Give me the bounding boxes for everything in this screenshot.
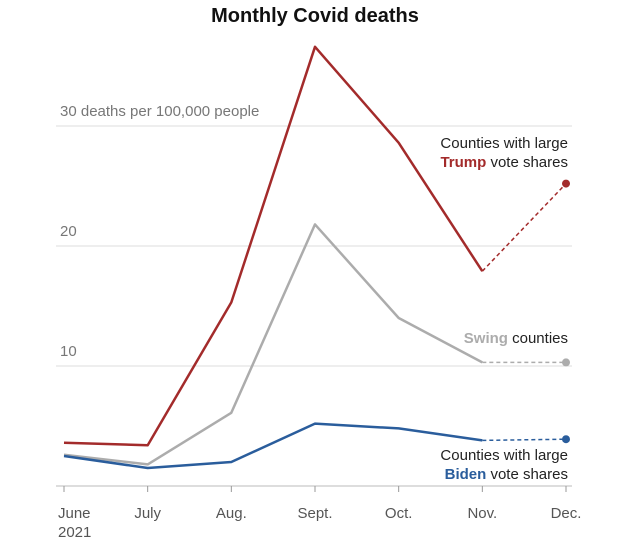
x-tick-label: July	[134, 505, 161, 522]
y-tick-label: 30 deaths per 100,000 people	[60, 103, 259, 120]
series-label-bold: Swing	[464, 330, 508, 347]
series-line-biden	[63, 422, 483, 470]
series-projection-trump	[481, 183, 567, 272]
series-end-dot-swing	[562, 358, 570, 367]
series-label-text: vote shares	[486, 466, 568, 483]
y-axis-labels: 30 deaths per 100,000 people 20 10	[60, 103, 259, 360]
chart-title: Monthly Covid deaths	[211, 5, 419, 27]
x-tick-label: June	[58, 505, 91, 522]
series-label-biden: Counties with large	[440, 447, 568, 464]
y-tick-label: 10	[60, 343, 77, 360]
x-tick-sublabel: 2021	[58, 524, 91, 541]
series-label-text: Counties with large	[440, 447, 568, 464]
series-label-text: counties	[508, 330, 568, 347]
series-end-dot-biden	[562, 435, 570, 444]
series-projection-biden	[482, 438, 567, 442]
y-tick-label: 20	[60, 223, 77, 240]
series-label-text: Counties with large	[440, 135, 568, 152]
series-label-biden: Biden vote shares	[445, 466, 568, 483]
series-label-trump: Counties with large	[440, 135, 568, 152]
x-axis-labels: June 2021 July Aug. Sept. Oct. Nov. Dec.	[58, 486, 581, 541]
x-tick-label: Nov.	[467, 505, 497, 522]
x-tick-label: Sept.	[297, 505, 332, 522]
x-tick-label: Aug.	[216, 505, 247, 522]
series-labels: Counties with large Trump vote shares Swin…	[440, 135, 568, 483]
series-label-bold: Trump	[440, 154, 486, 171]
watermark: 刘博士看美国	[550, 528, 628, 544]
series-end-dot-trump	[562, 179, 570, 188]
series-label-text: vote shares	[486, 154, 568, 171]
series-label-trump: Trump vote shares	[440, 154, 568, 171]
series-lines	[63, 45, 570, 470]
gridlines	[56, 125, 572, 487]
series-label-swing: Swing counties	[464, 330, 568, 347]
series-label-bold: Biden	[445, 466, 487, 483]
x-tick-label: Dec.	[551, 505, 582, 522]
x-tick-label: Oct.	[385, 505, 413, 522]
series-line-trump	[63, 45, 484, 447]
series-line-swing	[63, 223, 483, 466]
